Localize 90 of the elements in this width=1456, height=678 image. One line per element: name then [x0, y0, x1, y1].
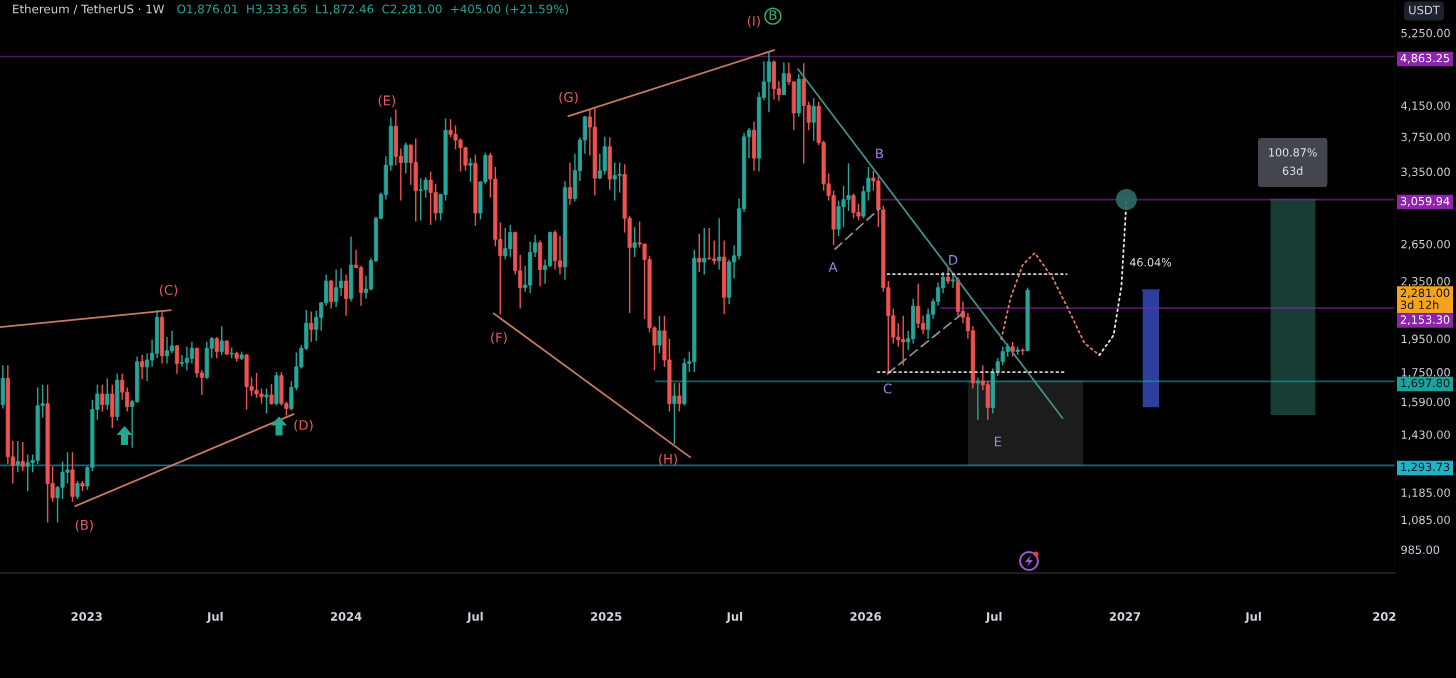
candlestick	[105, 377, 110, 411]
y-tick-label: 4,150.00	[1401, 101, 1450, 112]
annotation: A	[828, 262, 838, 272]
candlestick	[567, 161, 572, 206]
annotation: C	[883, 383, 892, 394]
candlestick	[264, 387, 269, 415]
annotation: 100.87% 63d	[1269, 148, 1317, 175]
y-tick-label: 1,590.00	[1401, 397, 1450, 408]
x-tick-label: Jul	[985, 611, 1002, 623]
candlestick	[707, 227, 712, 261]
annotation: (C)	[159, 284, 178, 297]
y-tick-label: 1,430.00	[1401, 430, 1450, 441]
y-tick-label: 2,350.00	[1401, 277, 1450, 287]
annotation: (D)	[294, 419, 313, 432]
x-tick-label: Jul	[725, 611, 743, 623]
text: 2,281.00 3d 12h	[1400, 288, 1450, 309]
annotation: (F)	[491, 332, 507, 344]
x-tick-label: Jul	[1244, 611, 1261, 623]
candlestick	[657, 315, 662, 354]
candlestick	[766, 50, 771, 113]
candlestick	[985, 380, 990, 421]
candlestick	[145, 352, 150, 382]
candlestick	[672, 382, 677, 446]
data-label: 2,153.30	[1400, 315, 1450, 325]
annotation: D	[949, 255, 958, 265]
candlestick	[697, 232, 702, 273]
chart-subtitle: O1,876.01 H3,333.65 L1,872.46 C2,281.00 +405.00 (+21.59%)	[177, 4, 568, 15]
x-tick-label: 202	[1373, 612, 1396, 621]
candlestick	[702, 227, 707, 276]
y-tick-label: 1,185.00	[1401, 488, 1450, 499]
annotation: (I)	[747, 15, 760, 28]
candlestick	[334, 268, 339, 308]
annotation: (E)	[378, 95, 396, 107]
candlestick	[557, 235, 563, 276]
candlestick	[602, 136, 607, 176]
x-tick-label: 2023	[71, 612, 102, 621]
candlestick	[140, 354, 145, 380]
candlestick	[169, 330, 175, 354]
candlestick	[916, 283, 921, 329]
y-tick-label: 1,750.00	[1401, 368, 1450, 378]
y-axis-title: USDT	[1409, 5, 1440, 15]
candlestick	[329, 279, 334, 310]
x-tick-label: 2026	[850, 612, 881, 621]
x-tick-label: 2024	[330, 612, 362, 621]
data-label: 1,697.80	[1401, 378, 1450, 389]
candlestick	[677, 382, 682, 413]
annotation: B	[876, 148, 883, 159]
ref-line-label: 4,863.25	[1400, 53, 1450, 64]
data-label: 3,059.94	[1400, 196, 1450, 207]
candlestick	[632, 226, 637, 258]
annotation: (B)	[75, 519, 93, 532]
x-tick-label: 2025	[591, 612, 622, 621]
candlestick	[717, 217, 722, 271]
candlestick	[468, 157, 473, 183]
candlestick	[219, 325, 224, 356]
y-tick-label: 1,950.00	[1401, 334, 1450, 345]
candlestick	[309, 310, 314, 343]
candlestick	[403, 141, 408, 175]
x-tick-label: Jul	[466, 611, 483, 623]
candlestick	[100, 384, 105, 413]
y-tick-label: 5,250.00	[1401, 28, 1450, 39]
chart-title: Ethereum / TetherUS · 1W	[13, 4, 165, 15]
candlestick	[75, 480, 80, 500]
y-tick-label: 2,650.00	[1401, 239, 1450, 250]
candlestick	[189, 341, 194, 365]
y-tick-label: 1,085.00	[1401, 515, 1450, 526]
annotation: (H)	[659, 453, 678, 466]
candlestick	[975, 376, 980, 421]
candlestick	[174, 344, 180, 375]
y-tick-label: 3,750.00	[1401, 132, 1450, 143]
x-tick-label: Jul	[206, 611, 223, 623]
candlestick	[214, 336, 219, 359]
candlestick	[164, 336, 170, 365]
annotation: (G)	[559, 91, 578, 104]
annotation: 46.04%	[1129, 258, 1172, 267]
candlestick	[811, 97, 816, 142]
annotation: B	[769, 10, 777, 20]
candlestick	[15, 440, 20, 474]
candlestick	[950, 273, 956, 289]
line-series	[1000, 252, 1101, 357]
y-tick-label: 985.00	[1401, 545, 1440, 554]
candlestick	[269, 383, 274, 406]
candlestick	[344, 273, 349, 317]
x-tick-label: 2027	[1109, 612, 1141, 621]
candlestick	[781, 61, 786, 96]
candlestick	[110, 384, 115, 429]
y-tick-label: 3,350.00	[1401, 167, 1450, 178]
candlestick	[20, 441, 25, 472]
ref-line-label: 1,293.73	[1401, 462, 1450, 473]
annotation: E	[994, 436, 1002, 447]
